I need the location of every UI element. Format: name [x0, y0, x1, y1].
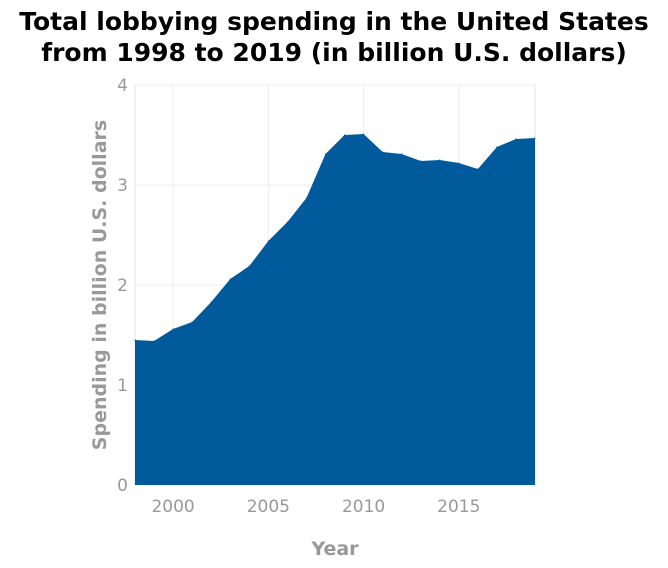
data-point-1998 — [134, 339, 136, 341]
y-tick-label: 2 — [117, 276, 128, 296]
data-point-2005 — [267, 240, 269, 242]
data-point-2012 — [401, 153, 403, 155]
series-area — [135, 134, 535, 485]
data-point-2008 — [324, 153, 327, 155]
y-axis-label: Spending in billion U.S. dollars — [89, 120, 111, 450]
x-tick-label: 2015 — [437, 497, 480, 517]
tick-labels: 2000 2005 2010 2015 0 1 2 3 4 — [117, 76, 480, 517]
data-point-2003 — [229, 278, 231, 280]
chart-title-line-2: from 1998 to 2019 (in billion U.S. dolla… — [41, 38, 627, 67]
data-point-2017 — [496, 146, 498, 148]
x-axis-label: Year — [310, 538, 359, 560]
data-point-2006 — [286, 221, 288, 223]
data-point-2018 — [515, 138, 517, 140]
y-tick-label: 0 — [117, 476, 128, 496]
data-point-2002 — [210, 301, 212, 303]
x-tick-label: 2010 — [342, 497, 385, 517]
y-tick-label: 1 — [117, 376, 128, 396]
data-point-2013 — [420, 160, 422, 162]
data-point-2007 — [305, 197, 308, 199]
data-point-2015 — [458, 162, 460, 164]
chart-title-line-1: Total lobbying spending in the United St… — [19, 7, 648, 36]
data-point-2014 — [439, 159, 441, 161]
series-area-layer — [134, 133, 536, 485]
data-point-2004 — [248, 265, 250, 267]
data-point-2000 — [172, 328, 174, 330]
y-tick-label: 3 — [117, 176, 128, 196]
x-tick-label: 2000 — [151, 497, 194, 517]
x-tick-label: 2005 — [247, 497, 290, 517]
data-point-2011 — [382, 151, 384, 153]
data-point-1999 — [153, 340, 155, 342]
y-tick-label: 4 — [117, 76, 128, 96]
data-point-2016 — [477, 168, 479, 170]
data-point-2019 — [534, 137, 536, 139]
data-point-2010 — [362, 133, 365, 135]
data-point-2001 — [191, 321, 193, 323]
data-point-2009 — [343, 134, 346, 136]
